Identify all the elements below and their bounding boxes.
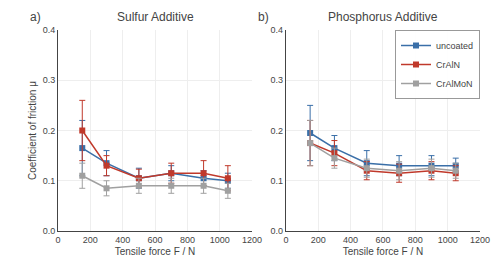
- svg-text:1000: 1000: [210, 235, 230, 245]
- svg-text:800: 800: [408, 235, 423, 245]
- svg-text:600: 600: [148, 235, 163, 245]
- svg-text:CrAlN: CrAlN: [436, 60, 460, 70]
- svg-text:0.2: 0.2: [271, 126, 284, 136]
- svg-text:0.3: 0.3: [271, 75, 284, 85]
- svg-text:Coefficient of friction μ: Coefficient of friction μ: [27, 81, 38, 180]
- svg-text:0: 0: [55, 235, 60, 245]
- svg-text:200: 200: [311, 235, 326, 245]
- svg-text:a): a): [30, 10, 41, 24]
- svg-text:200: 200: [83, 235, 98, 245]
- svg-text:0.2: 0.2: [43, 126, 56, 136]
- svg-text:0.4: 0.4: [43, 25, 56, 35]
- svg-text:800: 800: [180, 235, 195, 245]
- svg-text:1200: 1200: [470, 235, 490, 245]
- svg-text:CrAlMoN: CrAlMoN: [436, 79, 473, 89]
- svg-text:1000: 1000: [438, 235, 458, 245]
- svg-text:1200: 1200: [242, 235, 262, 245]
- svg-text:600: 600: [375, 235, 390, 245]
- svg-text:0.1: 0.1: [43, 176, 56, 186]
- svg-text:Sulfur Additive: Sulfur Additive: [117, 10, 194, 24]
- svg-text:0.0: 0.0: [43, 226, 56, 236]
- svg-text:400: 400: [115, 235, 130, 245]
- svg-text:0.4: 0.4: [271, 25, 284, 35]
- svg-text:b): b): [258, 10, 269, 24]
- svg-text:0.3: 0.3: [43, 75, 56, 85]
- svg-text:uncoated: uncoated: [436, 41, 473, 51]
- svg-text:Tensile force F / N: Tensile force F / N: [343, 246, 424, 257]
- svg-text:Tensile force F / N: Tensile force F / N: [115, 246, 196, 257]
- svg-text:400: 400: [343, 235, 358, 245]
- svg-text:0.1: 0.1: [271, 176, 284, 186]
- svg-text:0.0: 0.0: [271, 226, 284, 236]
- svg-text:Phosphorus Additive: Phosphorus Additive: [328, 10, 438, 24]
- svg-text:0: 0: [283, 235, 288, 245]
